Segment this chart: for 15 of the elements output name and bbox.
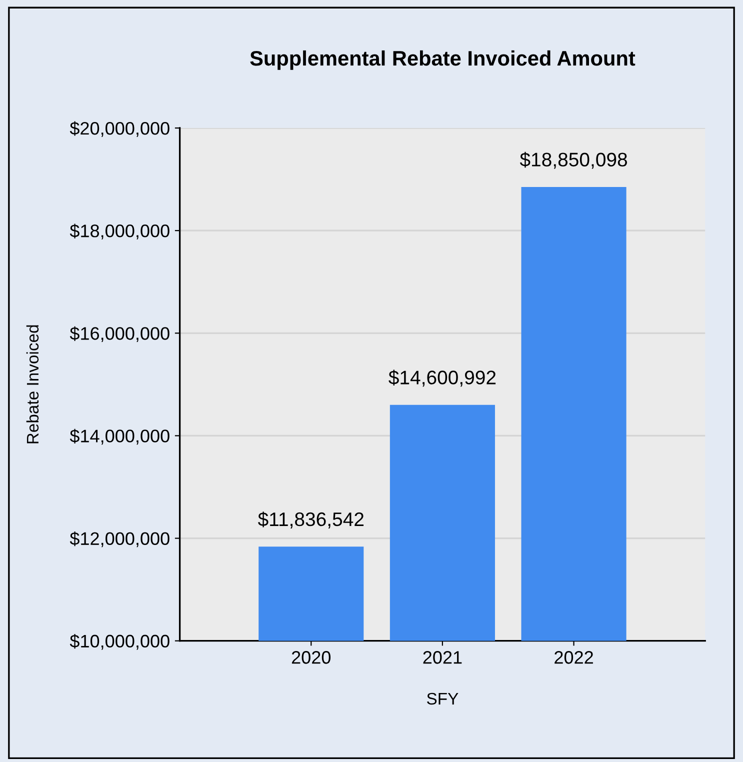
y-axis-title: Rebate Invoiced xyxy=(26,325,39,444)
x-tick-label: 2020 xyxy=(292,651,331,664)
y-tick-label: $10,000,000 xyxy=(70,634,170,650)
x-axis-title: SFY xyxy=(427,692,458,705)
data-label: $14,600,992 xyxy=(388,370,496,387)
y-tick-label: $16,000,000 xyxy=(70,326,170,342)
y-tick-label: $18,000,000 xyxy=(70,224,170,240)
y-tick-label: $20,000,000 xyxy=(70,121,170,137)
data-label: $18,850,098 xyxy=(520,152,628,169)
chart-title: Supplemental Rebate Invoiced Amount xyxy=(250,50,636,70)
data-label: $11,836,542 xyxy=(258,512,364,528)
x-tick-label: 2022 xyxy=(554,651,593,664)
x-tick-label: 2021 xyxy=(423,651,462,664)
y-tick-label: $14,000,000 xyxy=(70,428,170,445)
y-tick-label: $12,000,000 xyxy=(70,531,170,548)
